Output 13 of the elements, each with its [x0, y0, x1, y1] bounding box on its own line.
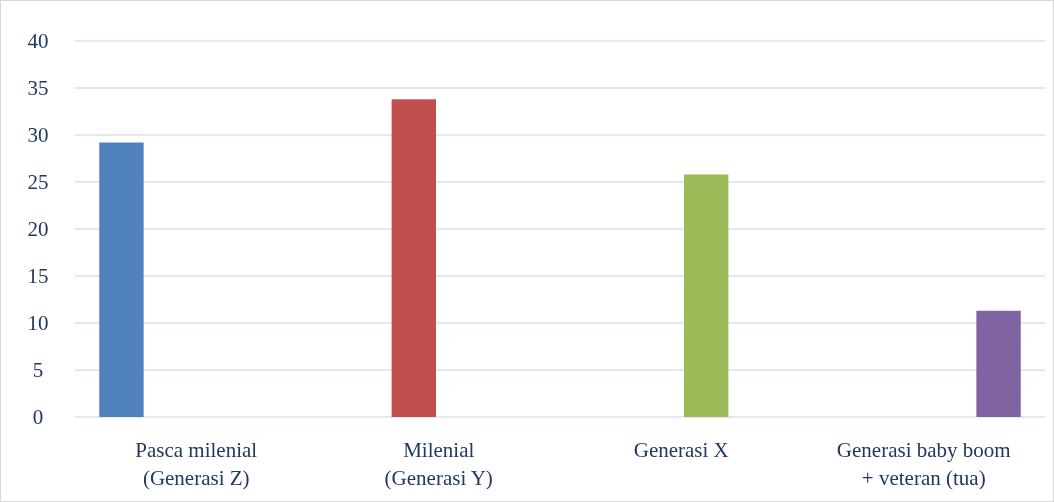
y-tick-label: 20 [27, 217, 49, 242]
x-tick-label: Generasi baby boom + veteran (tua) [836, 438, 1011, 490]
x-tick-label: Generasi X [633, 438, 729, 462]
x-tick-label: Pasca milenial (Generasi Z) [135, 438, 258, 490]
y-tick-label: 15 [27, 264, 49, 289]
x-tick-label: Milenial (Generasi Y) [384, 438, 493, 490]
y-tick-label: 35 [27, 76, 49, 101]
y-tick-label: 25 [27, 170, 49, 195]
y-tick-label: 5 [32, 358, 44, 383]
y-tick-label: 30 [27, 123, 49, 148]
y-tick-label: 10 [27, 311, 49, 336]
y-tick-label: 0 [32, 405, 44, 430]
y-tick-label: 40 [27, 29, 49, 54]
